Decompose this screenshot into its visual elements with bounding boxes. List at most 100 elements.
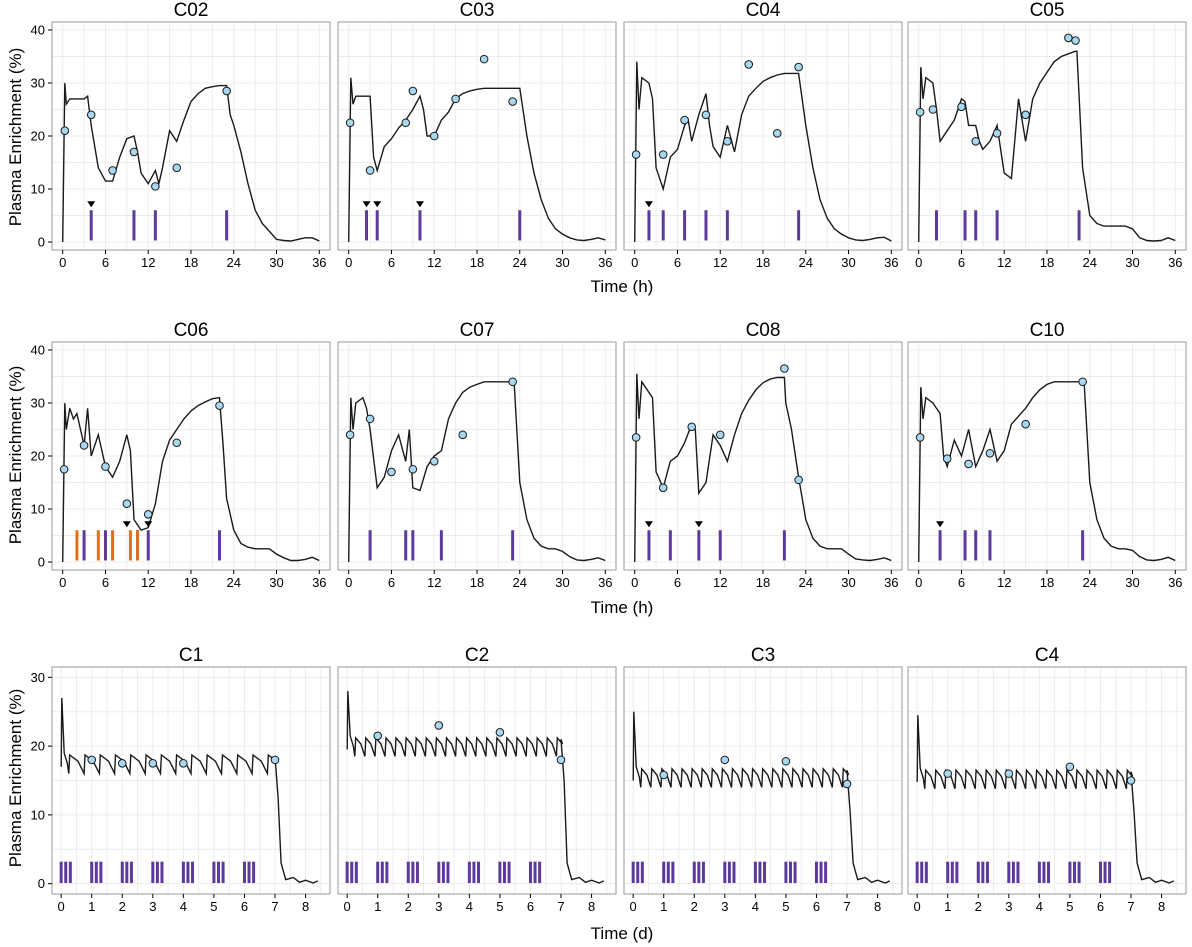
- panel-C03: C03 0 6 12 18 24 30 36: [337, 0, 617, 270]
- panel-title: C1: [179, 645, 203, 666]
- data-point: [408, 464, 418, 474]
- x-tick-label: 1: [88, 899, 95, 914]
- x-tick-label: 18: [184, 575, 198, 590]
- x-tick-label: 12: [713, 575, 727, 590]
- data-point: [943, 769, 953, 778]
- model-curve: [348, 381, 606, 563]
- model-curve: [918, 381, 1176, 563]
- data-point: [215, 401, 224, 410]
- event-triangle: [694, 521, 703, 528]
- panel-title: C3: [751, 645, 775, 666]
- data-point: [401, 118, 411, 128]
- x-tick-label: 1: [374, 899, 381, 914]
- x-tick-label: 24: [513, 575, 527, 590]
- data-point: [1064, 33, 1073, 43]
- data-point: [1071, 36, 1080, 45]
- data-point: [680, 115, 689, 125]
- data-point: [79, 441, 89, 450]
- x-tick-label: 5: [782, 899, 789, 914]
- data-point: [658, 483, 668, 493]
- data-point: [915, 107, 925, 117]
- x-tick-label: 30: [555, 575, 569, 590]
- x-tick-label: 0: [631, 575, 638, 590]
- data-point: [345, 430, 355, 440]
- x-tick-label: 4: [466, 899, 473, 914]
- data-point: [148, 759, 158, 768]
- panel-C1: C1 0 1 2 3 4 5 6 7 8 0 10 20 30: [31, 645, 331, 914]
- panel-C4: C4 0 1 2 3 4 5 6 7 8: [907, 645, 1187, 914]
- x-tick-label: 30: [841, 255, 855, 270]
- panel-frame: [337, 666, 617, 895]
- x-tick-label: 30: [555, 255, 569, 270]
- panel-C04: C04 0 6 12 18 24 30 36: [623, 0, 903, 270]
- data-point: [129, 147, 139, 157]
- y-tick-label: 0: [38, 235, 45, 250]
- x-tick-label: 0: [345, 575, 352, 590]
- data-point: [842, 779, 852, 789]
- data-point: [387, 467, 396, 477]
- event-triangle: [373, 201, 382, 208]
- panel-title: C10: [1030, 320, 1065, 341]
- panel-C02: C02 0 6 12 18 24 30 36 0 10 20 30 40: [31, 0, 331, 270]
- data-point: [715, 430, 725, 440]
- panel-title: C06: [174, 320, 209, 341]
- panel-title: C02: [174, 0, 209, 21]
- data-point: [985, 449, 995, 458]
- y-tick-label: 20: [31, 739, 45, 754]
- data-point: [86, 110, 96, 120]
- y-tick-label: 40: [31, 22, 45, 37]
- panel-title: C4: [1035, 645, 1060, 666]
- x-tick-label: 36: [312, 575, 326, 590]
- data-point: [631, 433, 641, 442]
- data-point: [794, 62, 803, 72]
- data-point: [101, 462, 110, 471]
- event-triangle: [936, 521, 945, 528]
- x-tick-label: 18: [470, 575, 484, 590]
- x-tick-label: 7: [1127, 899, 1134, 914]
- y-tick-label: 10: [31, 807, 45, 822]
- panel-frame: [623, 666, 903, 895]
- data-point: [928, 105, 938, 114]
- x-tick-label: 3: [1005, 899, 1012, 914]
- data-point: [556, 755, 566, 765]
- y-tick-label: 0: [38, 555, 45, 570]
- panel-frame: [51, 666, 331, 895]
- data-point: [992, 129, 1002, 138]
- x-tick-label: 30: [269, 575, 283, 590]
- panel-C07: C07 0 6 12 18 24 30 36: [337, 320, 617, 590]
- data-point: [1004, 769, 1014, 778]
- x-tick-label: 24: [227, 255, 241, 270]
- panel-C10: C10 0 6 12 18 24 30 36: [907, 320, 1187, 590]
- data-point: [1021, 110, 1030, 120]
- x-tick-label: 0: [59, 575, 66, 590]
- model-curve: [62, 396, 320, 563]
- data-point: [270, 755, 280, 765]
- x-tick-label: 0: [915, 575, 922, 590]
- data-point: [373, 731, 383, 741]
- data-point: [122, 499, 132, 509]
- x-tick-label: 8: [588, 899, 595, 914]
- panel-frame: [907, 666, 1187, 895]
- event-triangle: [144, 521, 153, 528]
- panel-C3: C3 0 1 2 3 4 5 6 7 8: [623, 645, 903, 914]
- data-point: [780, 364, 789, 373]
- data-point: [1021, 419, 1030, 429]
- x-tick-label: 30: [1125, 575, 1139, 590]
- x-tick-label: 12: [997, 575, 1011, 590]
- y-axis-title-row3: Plasma Enrichment (%): [6, 689, 25, 868]
- x-tick-label: 12: [141, 575, 155, 590]
- x-tick-label: 30: [841, 575, 855, 590]
- x-tick-label: 6: [102, 575, 109, 590]
- x-axis-title-row1: Time (h): [591, 277, 654, 296]
- x-tick-label: 3: [721, 899, 728, 914]
- data-point: [508, 377, 517, 387]
- data-point: [658, 150, 668, 159]
- x-tick-label: 12: [997, 255, 1011, 270]
- x-tick-label: 5: [210, 899, 217, 914]
- x-tick-label: 18: [756, 255, 770, 270]
- data-point: [915, 433, 925, 442]
- x-tick-label: 24: [1083, 255, 1097, 270]
- data-point: [429, 457, 439, 466]
- data-point: [117, 759, 127, 768]
